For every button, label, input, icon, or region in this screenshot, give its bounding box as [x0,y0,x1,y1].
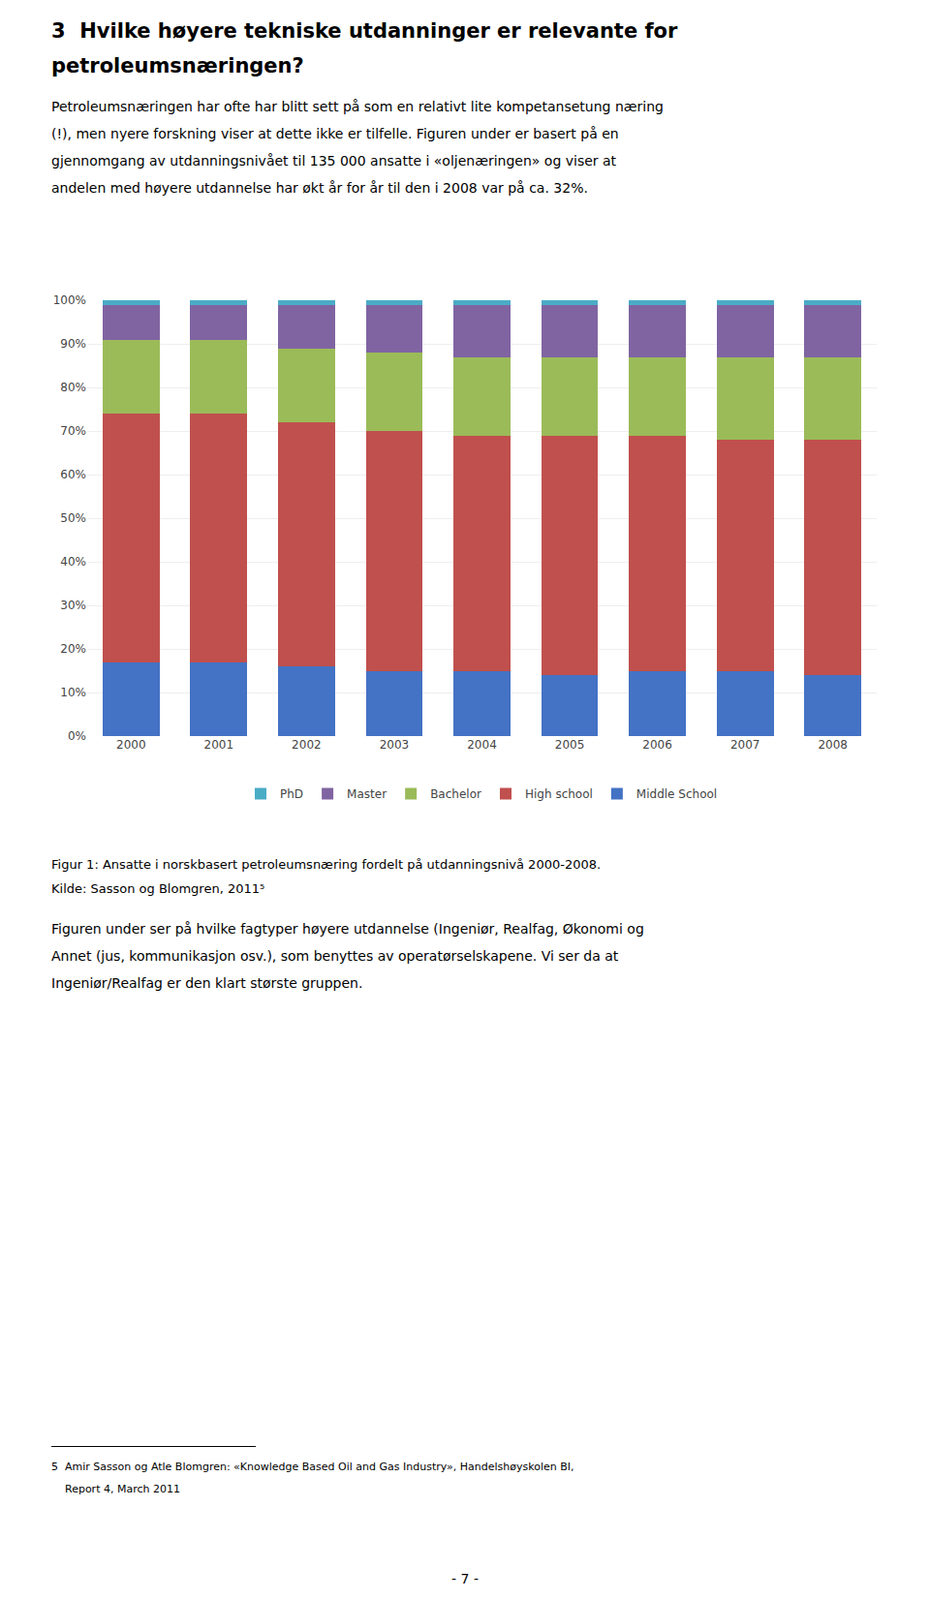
html-text:Figuren under ser på hvilke fa: Figuren under ser på hvilke fagtyper høy… [51,921,645,937]
svg-text:60%: 60% [60,467,87,482]
html-text:3 Hvilke høyere tekniske utdan: 3 Hvilke høyere tekniske utdanninger er … [51,19,678,43]
svg-text:40%: 40% [60,555,87,569]
svg-text:2008: 2008 [817,738,848,752]
svg-text:Middle School: Middle School [636,787,717,802]
svg-text:2001: 2001 [204,738,235,752]
html-text:Annet (jus, kommunikasjon osv.: Annet (jus, kommunikasjon osv.), som ben… [51,948,619,964]
html-text:Figur 1: Ansatte i norskbasert: Figur 1: Ansatte i norskbasert petroleum… [51,857,601,872]
html-text:- 7 -: - 7 - [451,1571,479,1587]
svg-text:20%: 20% [60,642,87,656]
svg-text:30%: 30% [60,598,87,613]
html-text:petroleumsnæringen?: petroleumsnæringen? [51,54,304,78]
svg-text:2004: 2004 [466,738,497,752]
html-text:Kilde: Sasson og Blomgren, 201: Kilde: Sasson og Blomgren, 2011⁵ [51,881,265,897]
svg-text:Master: Master [346,787,387,802]
html-text:Petroleumsnæringen har ofte ha: Petroleumsnæringen har ofte har blitt se… [51,98,664,115]
svg-text:High school: High school [525,787,593,802]
svg-text:50%: 50% [60,511,87,526]
svg-text:2007: 2007 [730,738,761,752]
svg-text:100%: 100% [53,293,87,308]
svg-text:0%: 0% [67,729,87,744]
html-text:5 Amir Sasson og Atle Blomgren: 5 Amir Sasson og Atle Blomgren: «Knowled… [51,1460,575,1474]
svg-text:2006: 2006 [642,738,673,752]
svg-text:2005: 2005 [555,738,586,752]
svg-text:PhD: PhD [279,787,304,802]
svg-text:2002: 2002 [291,738,322,752]
svg-text:2003: 2003 [379,738,410,752]
html-text:Report 4, March 2011: Report 4, March 2011 [51,1483,181,1496]
svg-text:2000: 2000 [116,738,147,752]
html-text:andelen med høyere utdannelse: andelen med høyere utdannelse har økt år… [51,180,588,196]
html-text:(!), men nyere forskning viser: (!), men nyere forskning viser at dette … [51,125,619,142]
svg-text:10%: 10% [60,685,87,700]
svg-text:70%: 70% [60,424,87,438]
svg-text:90%: 90% [60,337,87,351]
svg-text:80%: 80% [60,380,87,395]
html-text:gjennomgang av utdanningsnivåe: gjennomgang av utdanningsnivået til 135 … [51,153,617,169]
svg-text:Bachelor: Bachelor [430,787,482,802]
html-text:Ingeniør/Realfag er den klart: Ingeniør/Realfag er den klart største gr… [51,975,363,992]
